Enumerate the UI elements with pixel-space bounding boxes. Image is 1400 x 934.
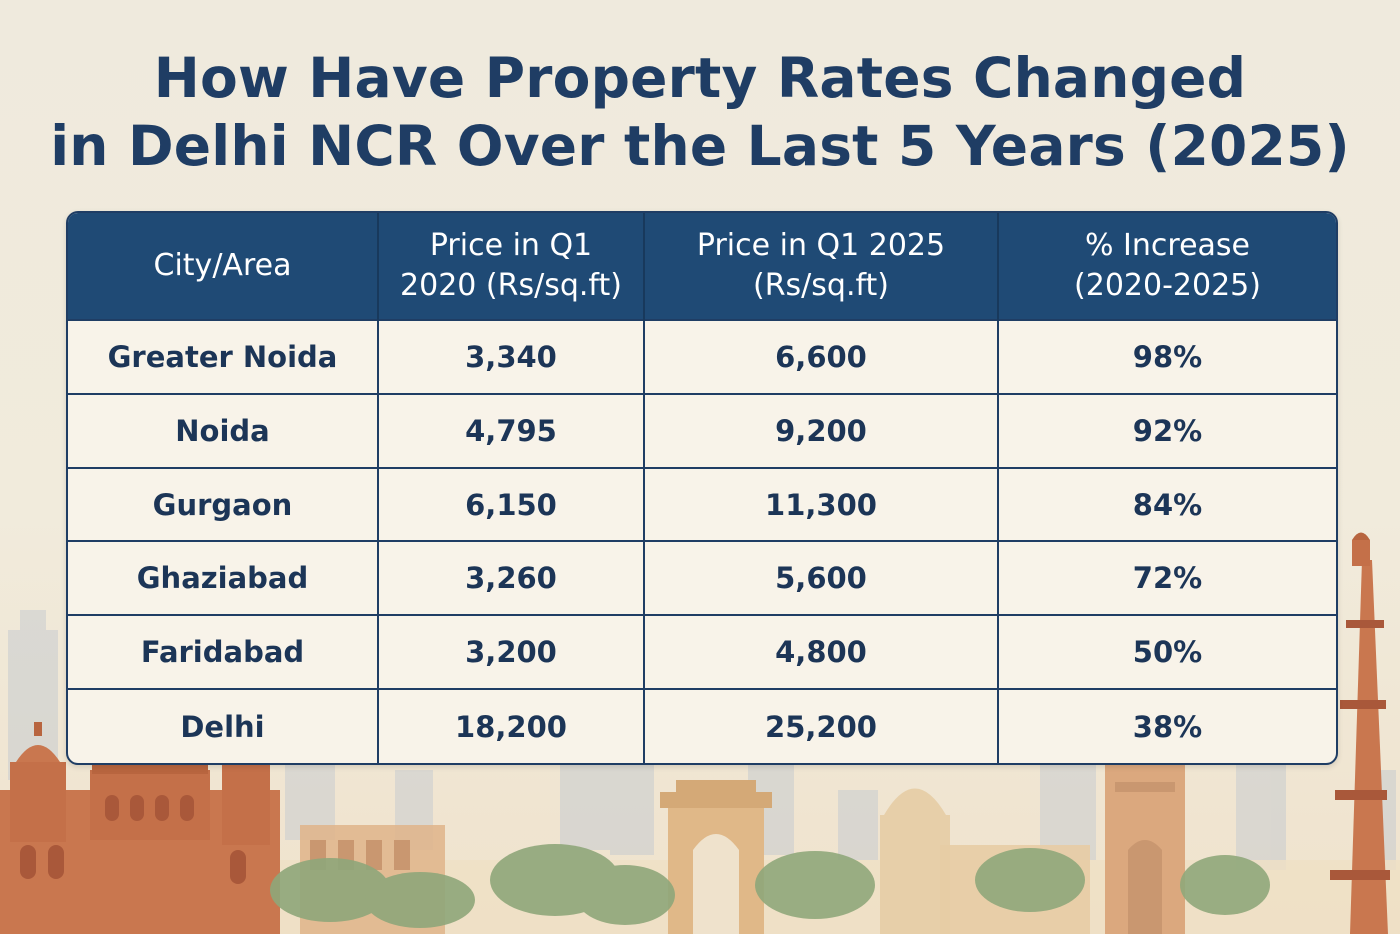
- header-line: (2020-2025): [1074, 268, 1261, 303]
- qutub-minar-illustration: [1330, 532, 1390, 934]
- header-line: % Increase: [1085, 228, 1250, 263]
- price-2020-cell: 18,200: [378, 688, 645, 763]
- increase-cell: 92%: [998, 392, 1336, 468]
- city-cell: Delhi: [68, 688, 379, 763]
- city-cell: Noida: [68, 392, 379, 468]
- city-cell: Faridabad: [68, 614, 379, 690]
- table-row: Delhi 18,200 25,200 38%: [68, 688, 1336, 763]
- price-2025-cell: 9,200: [644, 392, 999, 468]
- price-2025-cell: 4,800: [644, 614, 999, 690]
- header-line: Price in Q1: [429, 228, 593, 263]
- table-row: Faridabad 3,200 4,800 50%: [68, 614, 1336, 690]
- price-2020-cell: 3,200: [378, 614, 645, 690]
- header-line: 2020 (Rs/sq.ft): [400, 268, 622, 303]
- table-row: Gurgaon 6,150 11,300 84%: [68, 466, 1336, 542]
- header-city-area: City/Area: [68, 213, 379, 320]
- price-2025-cell: 5,600: [644, 540, 999, 616]
- header-percent-increase: % Increase (2020-2025): [998, 213, 1336, 320]
- city-cell: Ghaziabad: [68, 540, 379, 616]
- india-gate-illustration: [660, 780, 772, 934]
- price-2025-cell: 11,300: [644, 466, 999, 542]
- header-line: City/Area: [153, 248, 292, 283]
- price-2020-cell: 6,150: [378, 466, 645, 542]
- property-rates-table: City/Area Price in Q1 2020 (Rs/sq.ft) Pr…: [66, 211, 1338, 765]
- table-header-row: City/Area Price in Q1 2020 (Rs/sq.ft) Pr…: [68, 213, 1336, 320]
- increase-cell: 50%: [998, 614, 1336, 690]
- red-fort-illustration: [0, 722, 280, 934]
- header-price-2025: Price in Q1 2025 (Rs/sq.ft): [644, 213, 999, 320]
- increase-cell: 72%: [998, 540, 1336, 616]
- header-line: (Rs/sq.ft): [753, 268, 889, 303]
- price-2025-cell: 25,200: [644, 688, 999, 763]
- title-line-2: in Delhi NCR Over the Last 5 Years (2025…: [50, 114, 1350, 178]
- page-title: How Have Property Rates Changed in Delhi…: [0, 44, 1400, 180]
- table-row: Ghaziabad 3,260 5,600 72%: [68, 540, 1336, 616]
- header-price-2020: Price in Q1 2020 (Rs/sq.ft): [378, 213, 645, 320]
- table-row: Noida 4,795 9,200 92%: [68, 392, 1336, 468]
- city-cell: Greater Noida: [68, 319, 379, 394]
- table-row: Greater Noida 3,340 6,600 98%: [68, 319, 1336, 394]
- trees-illustration: [270, 844, 1270, 928]
- increase-cell: 38%: [998, 688, 1336, 763]
- price-2020-cell: 3,340: [378, 319, 645, 394]
- price-2020-cell: 3,260: [378, 540, 645, 616]
- price-2025-cell: 6,600: [644, 319, 999, 394]
- increase-cell: 84%: [998, 466, 1336, 542]
- header-line: Price in Q1 2025: [696, 228, 946, 263]
- increase-cell: 98%: [998, 319, 1336, 394]
- city-cell: Gurgaon: [68, 466, 379, 542]
- title-line-1: How Have Property Rates Changed: [153, 46, 1247, 110]
- price-2020-cell: 4,795: [378, 392, 645, 468]
